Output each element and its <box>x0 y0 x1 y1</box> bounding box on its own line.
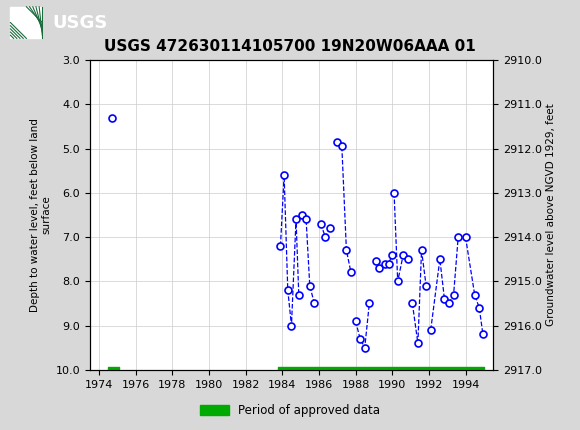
Legend: Period of approved data: Period of approved data <box>195 399 385 422</box>
Text: USGS: USGS <box>52 14 107 31</box>
Y-axis label: Groundwater level above NGVD 1929, feet: Groundwater level above NGVD 1929, feet <box>546 104 556 326</box>
Y-axis label: Depth to water level, feet below land
surface: Depth to water level, feet below land su… <box>30 118 52 312</box>
Bar <box>10 7 42 38</box>
Text: USGS 472630114105700 19N20W06AAA 01: USGS 472630114105700 19N20W06AAA 01 <box>104 39 476 54</box>
